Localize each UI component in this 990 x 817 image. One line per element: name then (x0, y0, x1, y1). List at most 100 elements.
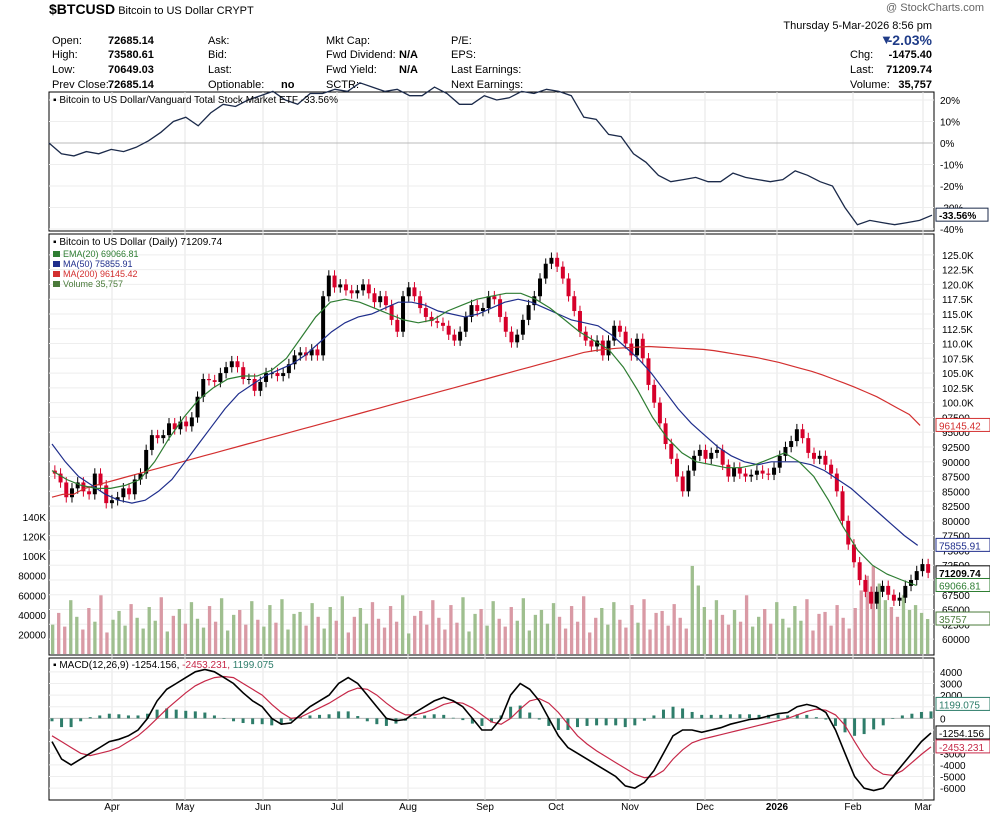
candle-body (543, 263, 548, 279)
volume-bar (660, 610, 664, 654)
volume-bar (563, 628, 568, 654)
panel-border-2 (48, 233, 935, 656)
volume-bar (225, 630, 230, 654)
volume-bar (213, 621, 218, 654)
price-tick-label: 80000 (942, 517, 970, 528)
macd-histogram-bar (661, 709, 665, 719)
macd-histogram-bar (212, 715, 216, 719)
macd-histogram-bar (451, 717, 455, 719)
candle-body (361, 284, 366, 291)
security-name: Bitcoin to US Dollar (118, 5, 214, 17)
volume-bar (135, 617, 139, 654)
price-tick-label: 107.5K (942, 354, 974, 365)
macd-histogram-bar (862, 718, 866, 735)
macd-histogram-bar (900, 715, 904, 719)
candle-body (109, 500, 114, 504)
candle-body (480, 308, 485, 312)
macd-histogram-bar (308, 715, 312, 719)
volume-bar (907, 609, 912, 654)
macd-histogram-bar (604, 718, 608, 726)
legend-entry: MA(50) 75855.91 (63, 259, 133, 269)
candle-body (732, 467, 737, 477)
volume-bar (310, 603, 314, 654)
macd-histogram-bar (614, 718, 618, 726)
chart-title: $BTCUSD Bitcoin to US Dollar CRYPT (49, 2, 254, 18)
close-last-label: 71209.74 (939, 569, 981, 580)
macd-histogram-bar (518, 705, 522, 719)
macd-signal-last-label-box (935, 739, 990, 754)
pe-label: P/E: (451, 35, 472, 47)
volume-tick-label: 40000 (18, 611, 46, 622)
candle-body (629, 343, 634, 356)
macd-tick-label: -4000 (940, 761, 966, 772)
optionable-label: Optionable: (208, 79, 265, 91)
volume-bar (895, 616, 900, 654)
volume-bar (750, 626, 755, 654)
price-tick-label: 62500 (942, 620, 970, 631)
candle-body (549, 257, 554, 264)
macd-histogram-bar (88, 717, 92, 719)
macd-histogram-bar (126, 715, 130, 719)
macd-hist-last-label: 1199.075 (939, 700, 980, 711)
candle-body (401, 296, 406, 332)
high-value: 73580.61 (108, 49, 154, 61)
volume-bar (913, 605, 918, 654)
rs-legend: ▪ Bitcoin to US Dollar/Vanguard Total St… (53, 95, 338, 106)
exchange: CRYPT (216, 5, 254, 17)
price-tick-label: 87500 (942, 473, 970, 484)
candle-body (589, 340, 594, 347)
candle-body (737, 467, 742, 474)
macd-histogram-bar (50, 718, 54, 722)
macd-histogram-bar (480, 718, 484, 726)
volume-bar (720, 614, 725, 654)
candle-body (623, 331, 628, 344)
volume-bar (545, 623, 550, 654)
candle-body (264, 373, 269, 382)
candle-body (891, 594, 896, 601)
volume-bar (551, 603, 556, 654)
price-tick-label: 92500 (942, 443, 970, 454)
macd-histogram-bar (174, 709, 178, 719)
volume-bar (467, 631, 471, 654)
volume-bar (280, 599, 284, 654)
candle-body (98, 473, 103, 486)
volume-bar (901, 595, 906, 654)
volume-bar (117, 610, 121, 654)
macd-histogram-bar (203, 712, 207, 719)
ema20-last-label: 69066.81 (939, 581, 981, 592)
macd-histogram-bar (595, 718, 599, 726)
rs-tick-label: -20% (940, 182, 963, 193)
volume-bar (159, 597, 163, 654)
macd-histogram-bar (585, 718, 589, 726)
rs-tick-label: 20% (940, 96, 960, 107)
volume-bar (925, 619, 930, 654)
price-tick-label: 120.0K (942, 280, 974, 291)
macd-histogram-bar (98, 715, 102, 719)
candle-body (652, 384, 657, 403)
macd-histogram-bar (537, 718, 541, 720)
eps-label: EPS: (451, 49, 477, 61)
month-label: Nov (621, 802, 639, 813)
volume-bar (738, 621, 743, 654)
candle-body (606, 340, 611, 356)
candle-body (326, 275, 331, 297)
volume-bar (358, 608, 363, 654)
candle-body (572, 296, 577, 312)
candle-body (275, 373, 280, 377)
candle-body (87, 491, 92, 495)
month-label: Aug (399, 802, 417, 813)
candle-body (172, 423, 177, 430)
candle-body (75, 482, 80, 489)
macd-histogram-bar (929, 711, 933, 719)
macd-histogram-bar (853, 718, 857, 736)
panel-border-1 (48, 91, 935, 232)
candle-body (726, 464, 731, 477)
month-label: Mar (914, 802, 932, 813)
price-tick-label: 65000 (942, 606, 970, 617)
candle-body (167, 423, 172, 436)
candle-body (235, 361, 240, 368)
volume-bar (183, 623, 188, 654)
volume-bar (75, 616, 79, 654)
rs-tick-label: 10% (940, 118, 960, 129)
